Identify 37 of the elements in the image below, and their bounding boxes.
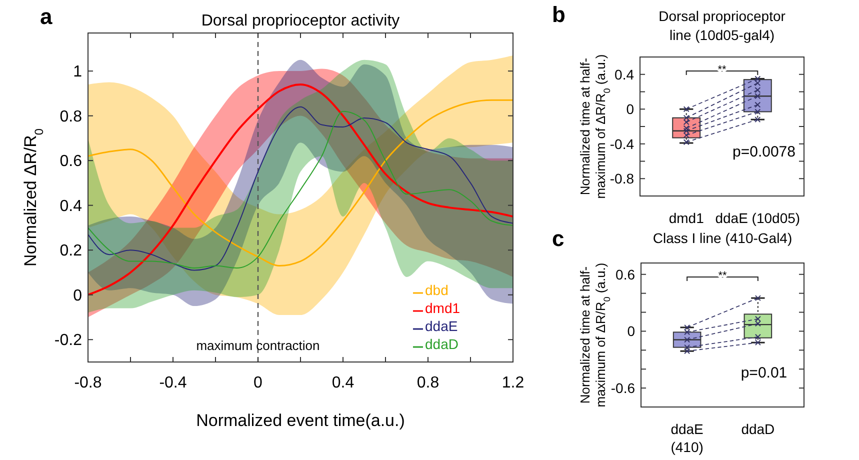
legend-label: dmd1 (425, 300, 460, 316)
chart-title: Dorsal proprioceptor line (10d05-gal4) (658, 8, 786, 43)
legend-label: ddaE (425, 318, 458, 334)
y-tick-label: 0.6 (616, 266, 636, 282)
chart-title: Class I line (410-Gal4) (652, 230, 792, 246)
x-tick-label: ddaE (10d05) (715, 210, 800, 226)
y-tick-label: 0 (73, 287, 82, 304)
y-tick-label: 0.8 (60, 108, 82, 126)
legend-label: dbd (425, 282, 448, 298)
y-tick-label: -0.8 (610, 170, 634, 187)
legend-label: ddaD (425, 336, 458, 352)
ref-line-label: maximum contraction (196, 338, 320, 353)
text: b (552, 2, 566, 27)
x-tick-label: 0.4 (332, 374, 354, 392)
y-tick-label: 0 (627, 323, 636, 340)
y-tick-label: -0.4 (610, 136, 634, 152)
annotation: ** (718, 64, 727, 76)
y-tick-label: 0.4 (614, 66, 634, 82)
chart-title: Dorsal proprioceptor activity (201, 12, 400, 30)
x-tick-label: ddaE (410) (670, 420, 704, 455)
x-tick-label: 0 (254, 374, 263, 392)
annotation: ** (718, 270, 728, 282)
y-tick-label: 1 (73, 64, 82, 81)
x-axis-title: Normalized event time(a.u.) (196, 410, 405, 430)
text: a (40, 4, 53, 29)
annotation: p=0.01 (740, 364, 788, 382)
x-tick-label: 0.8 (416, 374, 440, 392)
y-tick-label: 0 (626, 101, 634, 118)
y-tick-label: 0.6 (60, 153, 82, 170)
y-tick-label: -0.6 (610, 380, 636, 396)
x-tick-label: -0.4 (159, 374, 187, 392)
y-tick-label: 0.4 (60, 198, 82, 215)
x-tick-label: 1.2 (502, 374, 524, 392)
annotation: p=0.0078 (732, 143, 796, 160)
text: c (552, 226, 564, 251)
y-tick-label: -0.2 (54, 332, 82, 350)
y-tick-label: 0.2 (60, 242, 82, 260)
